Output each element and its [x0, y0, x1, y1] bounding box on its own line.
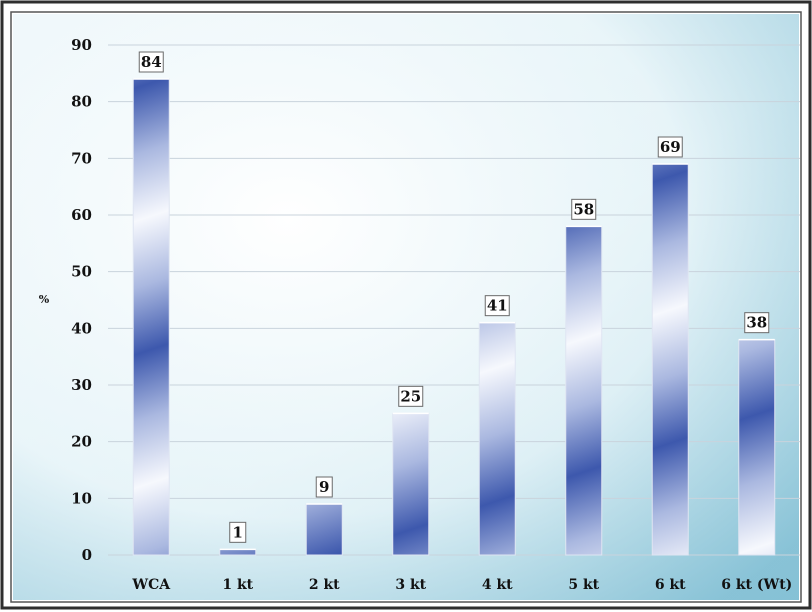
y-tick-label: 30	[71, 376, 92, 394]
x-tick-label: 5 kt	[568, 577, 599, 593]
data-label: 58	[573, 200, 594, 218]
bar	[565, 225, 603, 556]
y-tick-label: 50	[71, 263, 92, 281]
data-label-box	[229, 521, 247, 543]
data-label-box	[138, 51, 164, 73]
x-tick-label: 6 kt	[655, 577, 686, 593]
bar	[392, 412, 430, 556]
data-label-box	[744, 312, 770, 334]
bar	[305, 503, 343, 556]
data-label: 84	[141, 53, 162, 71]
x-tick-label: 1 kt	[222, 577, 253, 593]
y-tick-label: 40	[71, 319, 92, 337]
bars	[132, 78, 776, 556]
data-label: 69	[660, 138, 681, 156]
y-tick-label: 0	[82, 546, 92, 564]
y-tick-label: 10	[71, 489, 92, 507]
x-tick-label: WCA	[131, 577, 171, 593]
bar	[219, 548, 257, 556]
data-label: 9	[319, 478, 329, 496]
data-label-box	[484, 295, 510, 317]
bar	[478, 322, 516, 556]
data-label: 41	[487, 297, 508, 315]
y-tick-label: 80	[71, 93, 92, 111]
y-tick-label: 20	[71, 433, 92, 451]
y-tick-label: 70	[71, 149, 92, 167]
data-label: 25	[400, 387, 421, 405]
bar	[132, 78, 170, 556]
bar	[738, 339, 776, 556]
data-label-box	[398, 385, 424, 407]
data-label: 38	[746, 314, 767, 332]
bar	[651, 163, 689, 556]
x-tick-label: 2 kt	[309, 577, 340, 593]
x-tick-label: 4 kt	[482, 577, 513, 593]
y-axis-label: %	[39, 293, 50, 306]
inner-frame	[10, 11, 802, 603]
data-label-box	[571, 198, 597, 220]
data-label-box	[315, 476, 333, 498]
y-tick-labels: 0 10 20 30 40 50 60 70 80 90	[71, 36, 92, 564]
x-tick-label: 6 kt (Wt)	[721, 577, 792, 593]
data-label-box	[657, 136, 683, 158]
data-label: 1	[233, 523, 243, 541]
data-labels: 84 1 9 25 41 58 69 38	[138, 51, 770, 543]
x-tick-label: 3 kt	[395, 577, 426, 593]
y-tick-label: 90	[71, 36, 92, 54]
y-tick-label: 60	[71, 206, 92, 224]
x-tick-labels: WCA 1 kt 2 kt 3 kt 4 kt 5 kt 6 kt 6 kt (Wt)	[131, 577, 792, 593]
